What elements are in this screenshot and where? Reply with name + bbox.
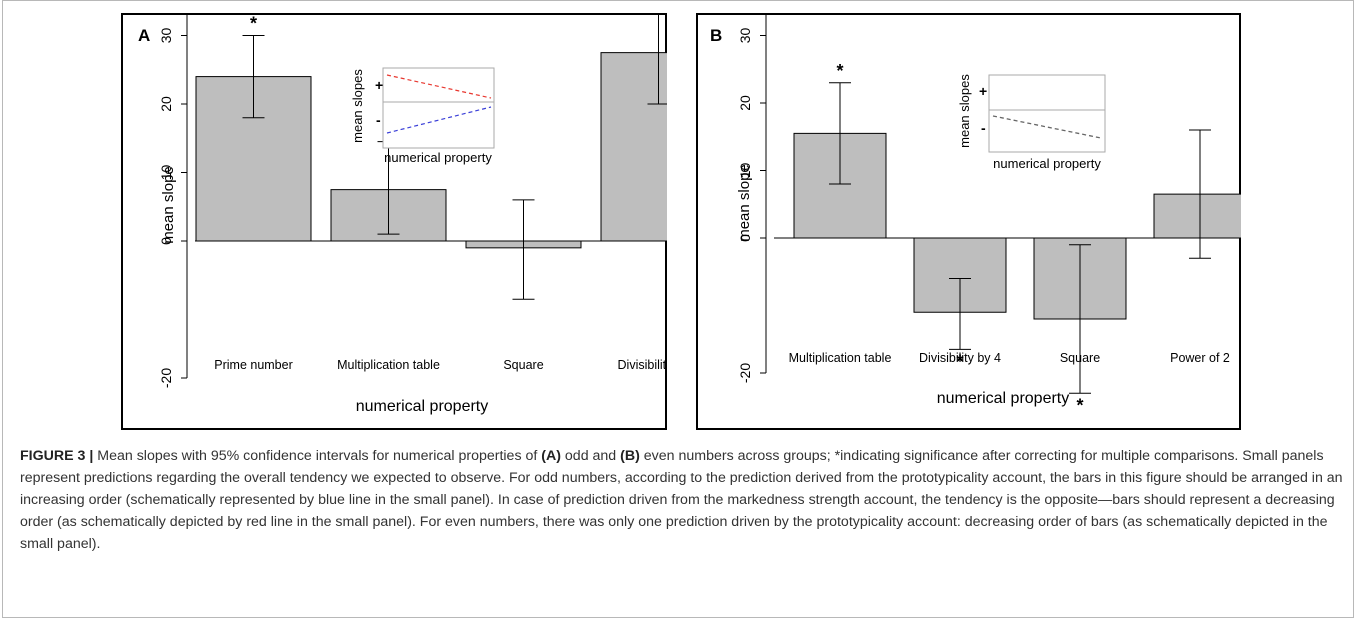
- panel-b-chart: B mean slope numerical property -20 0 10 20…: [696, 13, 1241, 430]
- panel-b-y-tick-label: 0: [737, 234, 753, 242]
- panel-b-xlabel: numerical property: [937, 390, 1070, 407]
- panel-b-y-tick-label: 20: [737, 95, 753, 111]
- panel-a-xlabel: numerical property: [356, 398, 489, 415]
- panel-b-category-label: Multiplication table: [789, 351, 892, 365]
- panel-a-inset-ylabel: mean slopes: [350, 69, 365, 143]
- figure-caption: FIGURE 3 | Mean slopes with 95% confiden…: [20, 445, 1345, 555]
- panel-a-inset-frame: [382, 67, 495, 149]
- panel-a-ylabel: mean slope: [160, 166, 177, 244]
- caption-part2: odd and: [560, 448, 621, 464]
- panel-b-y-axis-title: mean slope: [736, 164, 753, 242]
- panel-b-inset-frame: [988, 74, 1106, 153]
- panel-a-inset-xlabel: numerical property: [384, 150, 492, 165]
- panel-a-bar: [600, 52, 667, 242]
- panel-a-y-axis-title: mean slope: [160, 166, 177, 244]
- panel-a-category-label: Square: [503, 358, 543, 372]
- panel-b-category-label: Divisibility by 4: [919, 351, 1001, 365]
- caption-part1: Mean slopes with 95% confidence interval…: [93, 448, 542, 464]
- panel-b-significance-star: *: [836, 61, 843, 81]
- panel-b-inset: mean slopes + - numerical property: [957, 74, 1106, 171]
- panel-a-inset-red-line: [386, 74, 492, 99]
- panel-b-significance-star: *: [956, 351, 963, 371]
- panel-a-label: A: [138, 26, 150, 45]
- panel-a-y-tick-label: 0: [158, 237, 174, 245]
- panel-b-inset-ylabel: mean slopes: [957, 74, 972, 148]
- panel-a-category-label: Prime number: [214, 358, 293, 372]
- panel-b-ylabel: mean slope: [736, 164, 753, 242]
- panel-b-inset-grey-line: [992, 115, 1102, 139]
- panel-b-y-tick-label: -20: [737, 363, 753, 383]
- panel-a-inset-plus: +: [375, 77, 383, 93]
- panel-b-y-tick-label: 30: [737, 28, 753, 44]
- panel-b-border: [696, 13, 1241, 430]
- panel-b-category-label: Square: [1060, 351, 1100, 365]
- caption-ref-b: (B): [620, 448, 640, 464]
- panel-a-chart: A mean slope numerical property -20 0 10 20…: [121, 13, 667, 430]
- panel-b-significance-star: *: [1076, 395, 1083, 415]
- caption-lead: FIGURE 3 |: [20, 448, 94, 464]
- panel-a-significance-star: *: [250, 14, 257, 34]
- caption-ref-a: (A): [541, 448, 561, 464]
- panel-a-y-tick-label: 30: [158, 28, 174, 44]
- panel-a-inset-blue-line: [386, 106, 492, 134]
- panel-b-inset-minus: -: [981, 120, 986, 136]
- panel-b-inset-xlabel: numerical property: [993, 156, 1101, 171]
- panel-a-inset: mean slopes + - numerical property: [350, 67, 495, 165]
- panel-a-y-tick-label: -20: [158, 368, 174, 388]
- panel-a-y-tick-label: 20: [158, 96, 174, 112]
- panel-b-plot-area: -20010203040*Multiplication table*Divisi…: [737, 13, 1241, 415]
- panel-b-label: B: [710, 26, 722, 45]
- panel-a-category-label: Multiplication table: [337, 358, 440, 372]
- panel-b-y-tick-label: 10: [737, 163, 753, 179]
- panel-a-inset-minus: -: [376, 112, 381, 128]
- panel-b-bar: [1153, 193, 1241, 239]
- caption-part3: even numbers across groups; *indicating …: [20, 448, 1343, 552]
- panel-b-category-label: Power of 2: [1170, 351, 1230, 365]
- panel-b-inset-plus: +: [979, 83, 987, 99]
- panel-a-category-label: Divisibility by 5: [618, 358, 667, 372]
- panel-a-plot-area: -20010203040*Prime numberMultiplication …: [158, 13, 667, 388]
- panel-a-y-tick-label: 10: [158, 165, 174, 181]
